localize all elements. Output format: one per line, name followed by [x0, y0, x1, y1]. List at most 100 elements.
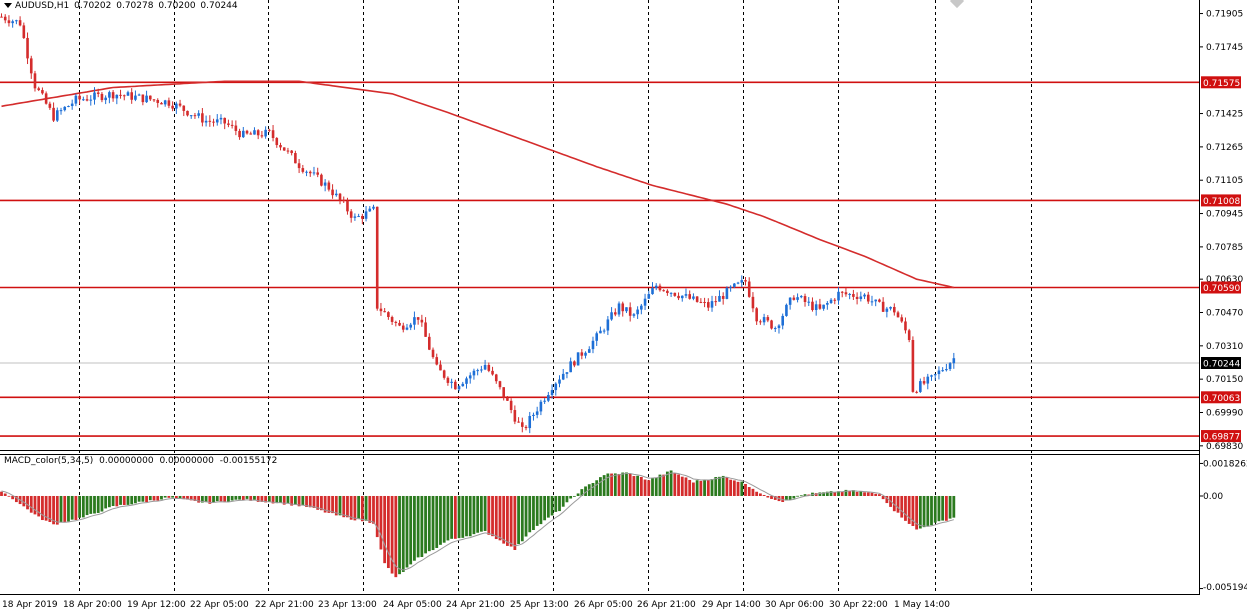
candle	[234, 120, 238, 136]
macd-bar	[729, 479, 733, 496]
candle	[870, 295, 874, 306]
macd-bar	[394, 495, 398, 578]
macd-bar	[305, 495, 308, 507]
macd-bar	[461, 495, 465, 538]
candle	[149, 95, 152, 101]
macd-bar	[584, 486, 587, 496]
candle	[569, 357, 572, 373]
price-tick-label: 0.71265	[1206, 143, 1243, 153]
candle	[625, 307, 628, 314]
candle	[483, 359, 487, 371]
candle	[896, 310, 900, 318]
candle	[550, 384, 554, 399]
macd-bar	[435, 495, 439, 548]
candle	[532, 412, 535, 421]
candle	[353, 213, 357, 221]
macd-bar	[822, 492, 826, 496]
current-price-label: 0.70244	[1201, 357, 1241, 370]
candle	[606, 316, 610, 336]
candle	[368, 206, 372, 212]
high-value: 0.70278	[116, 1, 154, 11]
macd-bar	[85, 495, 89, 516]
macd-bar	[208, 495, 212, 504]
macd-bar	[401, 495, 405, 572]
time-label: 23 Apr 13:00	[318, 600, 377, 610]
candle	[48, 101, 52, 110]
candle	[387, 311, 390, 320]
macd-bar	[747, 487, 751, 496]
candle	[275, 137, 279, 148]
candle	[428, 333, 431, 351]
macd-bar	[881, 495, 885, 500]
macd-bar	[52, 495, 55, 525]
macd-bar	[33, 495, 37, 515]
candle	[41, 87, 44, 95]
macd-bar	[576, 493, 580, 496]
price-tick-label: 0.70470	[1206, 309, 1243, 319]
macd-bar	[282, 495, 286, 505]
candle	[424, 317, 427, 337]
candle	[874, 299, 877, 307]
candle	[204, 115, 208, 127]
macd-bar	[468, 495, 472, 537]
macd-bar	[364, 495, 368, 521]
macd-bar	[431, 495, 435, 551]
macd-bar	[126, 495, 130, 505]
candle	[316, 167, 319, 178]
candle	[253, 127, 256, 135]
candle	[703, 297, 706, 308]
dropdown-triangle-icon[interactable]	[4, 3, 12, 8]
macd-bar	[918, 495, 922, 529]
candle	[736, 281, 740, 285]
macd-bar	[788, 495, 792, 500]
macd-tick-label: 0.00	[1203, 492, 1223, 502]
candle	[96, 88, 100, 98]
candle	[398, 320, 401, 327]
candle	[294, 150, 297, 164]
candle	[22, 22, 26, 40]
macd-bar	[137, 495, 141, 502]
macd-bar	[643, 479, 647, 496]
candle	[640, 303, 643, 315]
macd-bar	[405, 495, 409, 568]
candle	[487, 362, 491, 373]
macd-bar	[911, 495, 915, 527]
candle	[762, 313, 766, 326]
macd-bar	[520, 495, 524, 542]
candle	[751, 292, 755, 313]
macd-bar	[572, 495, 576, 497]
candle	[297, 159, 301, 174]
candle	[599, 326, 602, 334]
macd-bar	[803, 494, 807, 496]
macd-bar	[554, 495, 558, 512]
price-tick-label: 0.69990	[1206, 409, 1243, 419]
level-labels: 0.71575 0.71008 0.70590 0.70063 0.69877	[1201, 76, 1241, 443]
macd-bar	[851, 490, 855, 496]
macd-bar	[896, 495, 900, 513]
candle	[725, 286, 729, 300]
candle	[264, 126, 267, 139]
macd-bar	[725, 477, 729, 496]
macd-bar	[517, 495, 520, 545]
candle	[744, 276, 747, 286]
candle	[416, 317, 420, 325]
macd-bar	[937, 495, 941, 522]
macd-tick-label: 0.0018262	[1203, 459, 1247, 469]
macd-bar	[234, 495, 238, 500]
macd-bar	[267, 495, 271, 503]
candle	[167, 97, 171, 109]
candle	[335, 189, 338, 197]
candle	[342, 196, 346, 203]
macd-bar	[145, 495, 148, 503]
macd-bar	[878, 494, 881, 496]
candle	[576, 352, 580, 366]
candle	[338, 192, 342, 205]
candle	[454, 379, 457, 390]
candle	[0, 13, 3, 18]
price-tick-label: 0.70310	[1206, 342, 1243, 352]
macd-bar	[941, 495, 945, 521]
macd-bar	[833, 492, 837, 496]
candle	[643, 293, 647, 311]
candle	[349, 209, 353, 223]
